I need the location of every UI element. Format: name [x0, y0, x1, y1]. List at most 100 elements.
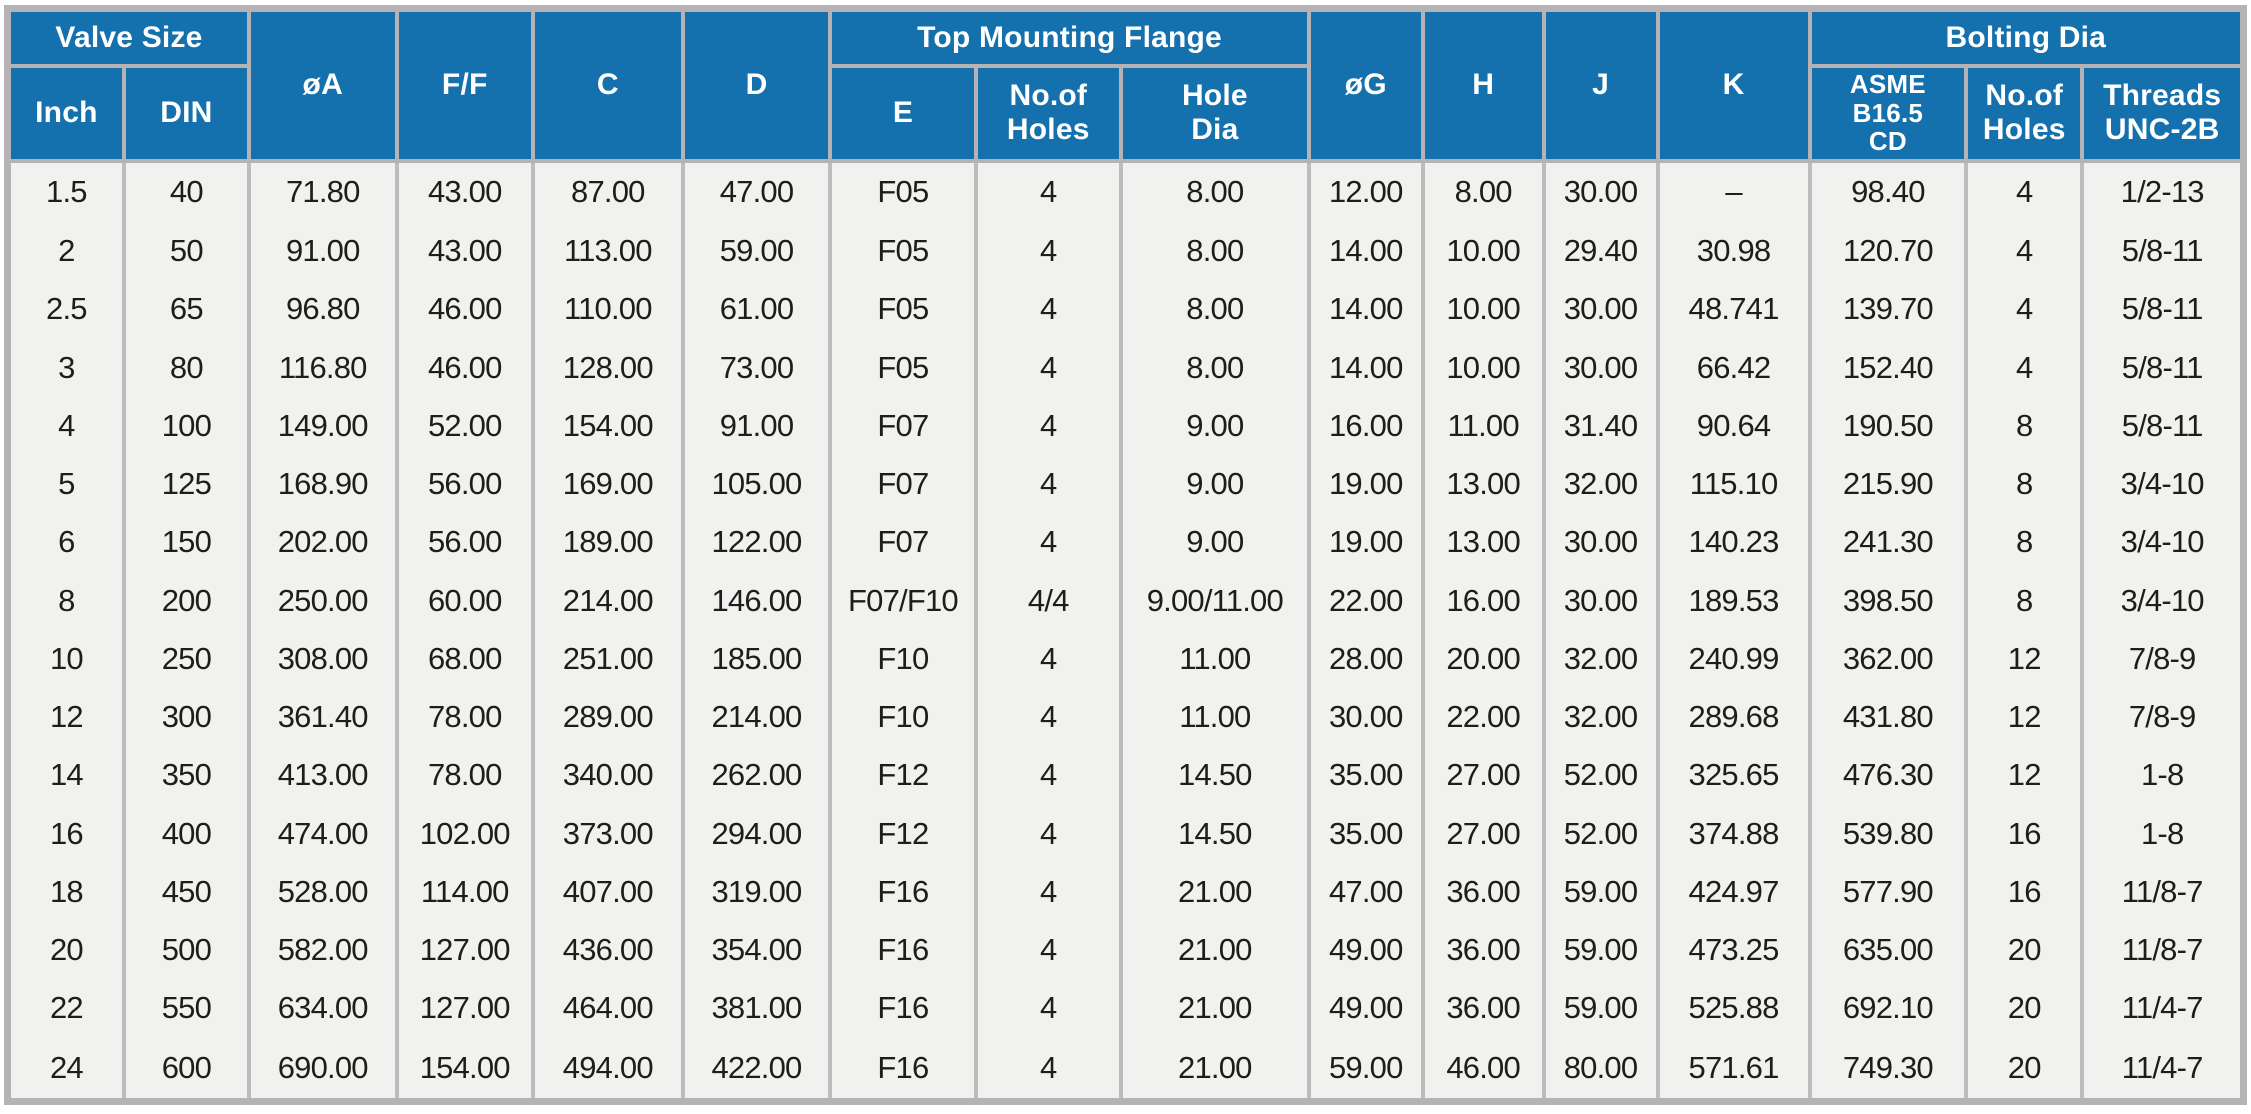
table-cell: 9.00 — [1118, 513, 1311, 572]
table-cell: 139.70 — [1807, 280, 1969, 339]
table-cell: F16 — [828, 862, 978, 921]
table-cell: 52.00 — [1541, 804, 1660, 863]
table-cell: F07 — [828, 454, 978, 514]
header-e: E — [828, 63, 978, 163]
table-cell: 1-8 — [2080, 804, 2246, 863]
table-cell: 407.00 — [530, 862, 685, 921]
header-h: H — [1420, 6, 1546, 163]
table-cell: 116.80 — [246, 338, 399, 397]
table-cell: 8.00 — [1118, 160, 1311, 222]
header-d: D — [680, 6, 833, 163]
table-cell: 56.00 — [394, 454, 535, 514]
table-cell: 11.00 — [1118, 687, 1311, 747]
table-cell: 189.00 — [530, 513, 685, 572]
table-cell: 36.00 — [1420, 979, 1546, 1038]
table-cell: 59.00 — [1541, 920, 1660, 980]
table-cell: 11/4-7 — [2080, 1037, 2246, 1102]
table-cell: 22.00 — [1306, 571, 1425, 630]
table-cell: 8.00 — [1118, 338, 1311, 397]
table-cell: 113.00 — [530, 221, 685, 281]
table-cell: 30.00 — [1541, 571, 1660, 630]
table-row: 24 600 690.00 154.00 494.00 422.00 F16 4 21.00 59… — [5, 1037, 2246, 1102]
table-cell: 11/8-7 — [2080, 920, 2246, 980]
table-cell: 6 — [5, 513, 126, 572]
table-cell: F05 — [828, 280, 978, 339]
table-cell: 319.00 — [680, 862, 833, 921]
table-cell: 21.00 — [1118, 862, 1311, 921]
table-cell: 21.00 — [1118, 1037, 1311, 1102]
table-cell: 185.00 — [680, 629, 833, 688]
header-top-mounting-flange-group: Top Mounting Flange — [828, 6, 1311, 68]
header-dia-g: øG — [1306, 6, 1425, 163]
table-cell: 35.00 — [1306, 804, 1425, 863]
table-cell: 13.00 — [1420, 513, 1546, 572]
table-cell: 450 — [121, 862, 251, 921]
table-cell: 168.90 — [246, 454, 399, 514]
table-cell: 61.00 — [680, 280, 833, 339]
table-cell: 30.00 — [1306, 687, 1425, 747]
table-cell: 27.00 — [1420, 746, 1546, 805]
table-cell: 20.00 — [1420, 629, 1546, 688]
table-cell: F05 — [828, 338, 978, 397]
table-cell: 80.00 — [1541, 1037, 1660, 1102]
header-sub-row: Inch DIN E No.of Holes Hole Dia ASME B16… — [5, 63, 2246, 163]
table-cell: 692.10 — [1807, 979, 1969, 1038]
table-cell: 20 — [1964, 1037, 2085, 1102]
table-cell: 9.00 — [1118, 454, 1311, 514]
table-cell: 19.00 — [1306, 454, 1425, 514]
table-cell: 398.50 — [1807, 571, 1969, 630]
table-cell: 19.00 — [1306, 513, 1425, 572]
table-cell: 4 — [5, 396, 126, 455]
table-cell: 3 — [5, 338, 126, 397]
table-cell: 47.00 — [680, 160, 833, 222]
table-cell: F12 — [828, 804, 978, 863]
table-cell: 4 — [973, 687, 1123, 747]
table-cell: 52.00 — [394, 396, 535, 455]
table-cell: 1.5 — [5, 160, 126, 222]
table-cell: 473.25 — [1655, 920, 1812, 980]
table-row: 12 300 361.40 78.00 289.00 214.00 F10 4 11.00 30.… — [5, 687, 2246, 747]
table-cell: 12 — [5, 687, 126, 747]
table-cell: 65 — [121, 280, 251, 339]
table-cell: 9.00 — [1118, 396, 1311, 455]
table-cell: 250.00 — [246, 571, 399, 630]
table-cell: 32.00 — [1541, 687, 1660, 747]
table-cell: 3/4-10 — [2080, 571, 2246, 630]
table-cell: 3/4-10 — [2080, 513, 2246, 572]
table-cell: 20 — [5, 920, 126, 980]
table-cell: 690.00 — [246, 1037, 399, 1102]
table-cell: F07 — [828, 513, 978, 572]
header-c: C — [530, 6, 685, 163]
table-row: 3 80 116.80 46.00 128.00 73.00 F05 4 8.00 14.00 10… — [5, 338, 2246, 397]
table-cell: 215.90 — [1807, 454, 1969, 514]
table-cell: 115.10 — [1655, 454, 1812, 514]
table-cell: 571.61 — [1655, 1037, 1812, 1102]
table-cell: F16 — [828, 920, 978, 980]
table-cell: 325.65 — [1655, 746, 1812, 805]
table-cell: 49.00 — [1306, 979, 1425, 1038]
table-header: Valve Size øA F/F C D Top Mounting Flang… — [5, 6, 2246, 163]
table-cell: 49.00 — [1306, 920, 1425, 980]
table-cell: 150 — [121, 513, 251, 572]
table-cell: 71.80 — [246, 160, 399, 222]
header-dia-a: øA — [246, 6, 399, 163]
table-cell: 4 — [973, 1037, 1123, 1102]
table-cell: 550 — [121, 979, 251, 1038]
table-cell: 146.00 — [680, 571, 833, 630]
table-cell: 4 — [1964, 280, 2085, 339]
table-cell: – — [1655, 160, 1812, 222]
table-cell: 31.40 — [1541, 396, 1660, 455]
table-cell: 59.00 — [1541, 862, 1660, 921]
table-cell: 4 — [973, 629, 1123, 688]
table-cell: 36.00 — [1420, 862, 1546, 921]
table-cell: 4/4 — [973, 571, 1123, 630]
table-cell: 122.00 — [680, 513, 833, 572]
table-cell: 16 — [5, 804, 126, 863]
table-cell: 11/4-7 — [2080, 979, 2246, 1038]
table-cell: 10.00 — [1420, 280, 1546, 339]
header-din: DIN — [121, 63, 251, 163]
table-cell: 262.00 — [680, 746, 833, 805]
table-cell: F16 — [828, 979, 978, 1038]
table-cell: 4 — [973, 513, 1123, 572]
